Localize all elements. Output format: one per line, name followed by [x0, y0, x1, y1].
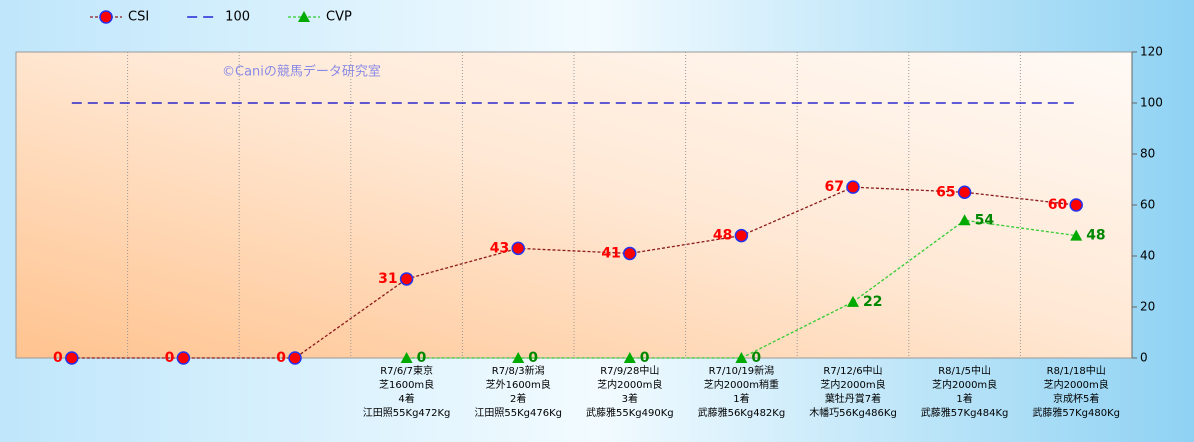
x-tick-label: R8/1/5中山 [938, 364, 991, 377]
data-point [1069, 198, 1083, 212]
data-label: 0 [751, 350, 761, 366]
x-tick-label: R7/12/6中山 [823, 364, 882, 377]
data-point [958, 214, 971, 226]
data-point [176, 351, 191, 365]
data-point [288, 351, 302, 365]
x-tick-label: 葉牡丹賞7着 [825, 392, 881, 405]
x-tick-label: R7/9/28中山 [600, 364, 659, 377]
data-label: 41 [601, 245, 620, 261]
y-tick-label: 120 [1140, 45, 1163, 59]
x-tick-label: 4着 [398, 392, 414, 405]
watermark: ©Caniの競馬データ研究室 [222, 64, 381, 80]
x-tick-label: R7/8/3新潟 [492, 364, 545, 377]
x-tick-label: 芝1600m良 [379, 378, 434, 391]
x-tick-label: 2着 [510, 392, 526, 405]
data-label: 48 [1086, 228, 1105, 244]
x-tick-label: 木幡巧56Kg486Kg [809, 406, 897, 419]
data-label: 65 [936, 184, 955, 200]
data-label: 48 [713, 228, 732, 244]
x-tick-label: 芝内2000m良 [932, 378, 997, 391]
data-label: 0 [640, 350, 650, 366]
x-tick-label: 1着 [956, 392, 972, 405]
data-point [957, 185, 972, 199]
data-point [847, 295, 859, 307]
data-point [400, 352, 413, 363]
y-tick-label: 60 [1140, 198, 1155, 212]
legend-label: CVP [326, 10, 352, 25]
x-tick-label: 芝外1600m良 [486, 378, 551, 391]
x-tick-label: 江田照55Kg472Kg [363, 407, 451, 419]
data-point [399, 272, 414, 286]
series-line [71, 186, 1077, 359]
data-point [846, 180, 860, 194]
x-tick-label: 芝内2000m良 [820, 378, 885, 391]
x-tick-label: 武藤雅57Kg480Kg [1032, 406, 1120, 419]
data-label: 0 [165, 350, 175, 366]
x-tick-label: R8/1/18中山 [1047, 364, 1106, 377]
x-tick-label: 芝内2000m稍重 [704, 378, 779, 391]
data-label: 0 [528, 350, 538, 366]
y-tick-label: 0 [1140, 351, 1148, 365]
data-label: 31 [378, 271, 397, 287]
legend-label: CSI [128, 10, 149, 25]
data-point [623, 246, 637, 261]
legend-label: 100 [225, 10, 250, 25]
data-label: 22 [863, 294, 882, 310]
data-label: 0 [53, 350, 63, 366]
data-point [512, 352, 525, 363]
x-tick-label: R7/6/7東京 [380, 364, 433, 377]
data-point [623, 352, 636, 363]
y-tick-label: 40 [1140, 249, 1155, 263]
x-tick-label: 武藤雅57Kg484Kg [921, 406, 1009, 419]
x-tick-label: 武藤雅55Kg490Kg [586, 406, 674, 419]
x-tick-label: R7/10/19新潟 [709, 364, 775, 377]
y-tick-label: 100 [1140, 96, 1163, 110]
data-label: 0 [417, 350, 427, 366]
data-point [1070, 229, 1083, 241]
data-label: 54 [975, 212, 995, 228]
x-tick-label: 京成杯5着 [1053, 392, 1099, 405]
data-label: 0 [276, 350, 286, 366]
data-label: 43 [490, 240, 509, 256]
x-tick-label: 芝内2000m良 [597, 378, 662, 391]
x-tick-label: 武藤雅56Kg482Kg [698, 406, 786, 419]
data-point [65, 351, 79, 365]
data-point [734, 228, 749, 243]
x-tick-label: 1着 [733, 392, 749, 405]
x-tick-label: 3着 [622, 392, 638, 405]
data-point [511, 241, 525, 256]
data-label: 67 [825, 179, 844, 195]
data-label: 60 [1048, 197, 1068, 213]
legend-marker [298, 11, 310, 22]
data-point [735, 352, 748, 363]
x-tick-label: 芝内2000m良 [1044, 378, 1109, 391]
x-tick-label: 江田照55Kg476Kg [474, 407, 562, 419]
legend-marker [99, 10, 113, 24]
y-tick-label: 80 [1140, 147, 1155, 161]
y-tick-label: 20 [1140, 300, 1155, 314]
